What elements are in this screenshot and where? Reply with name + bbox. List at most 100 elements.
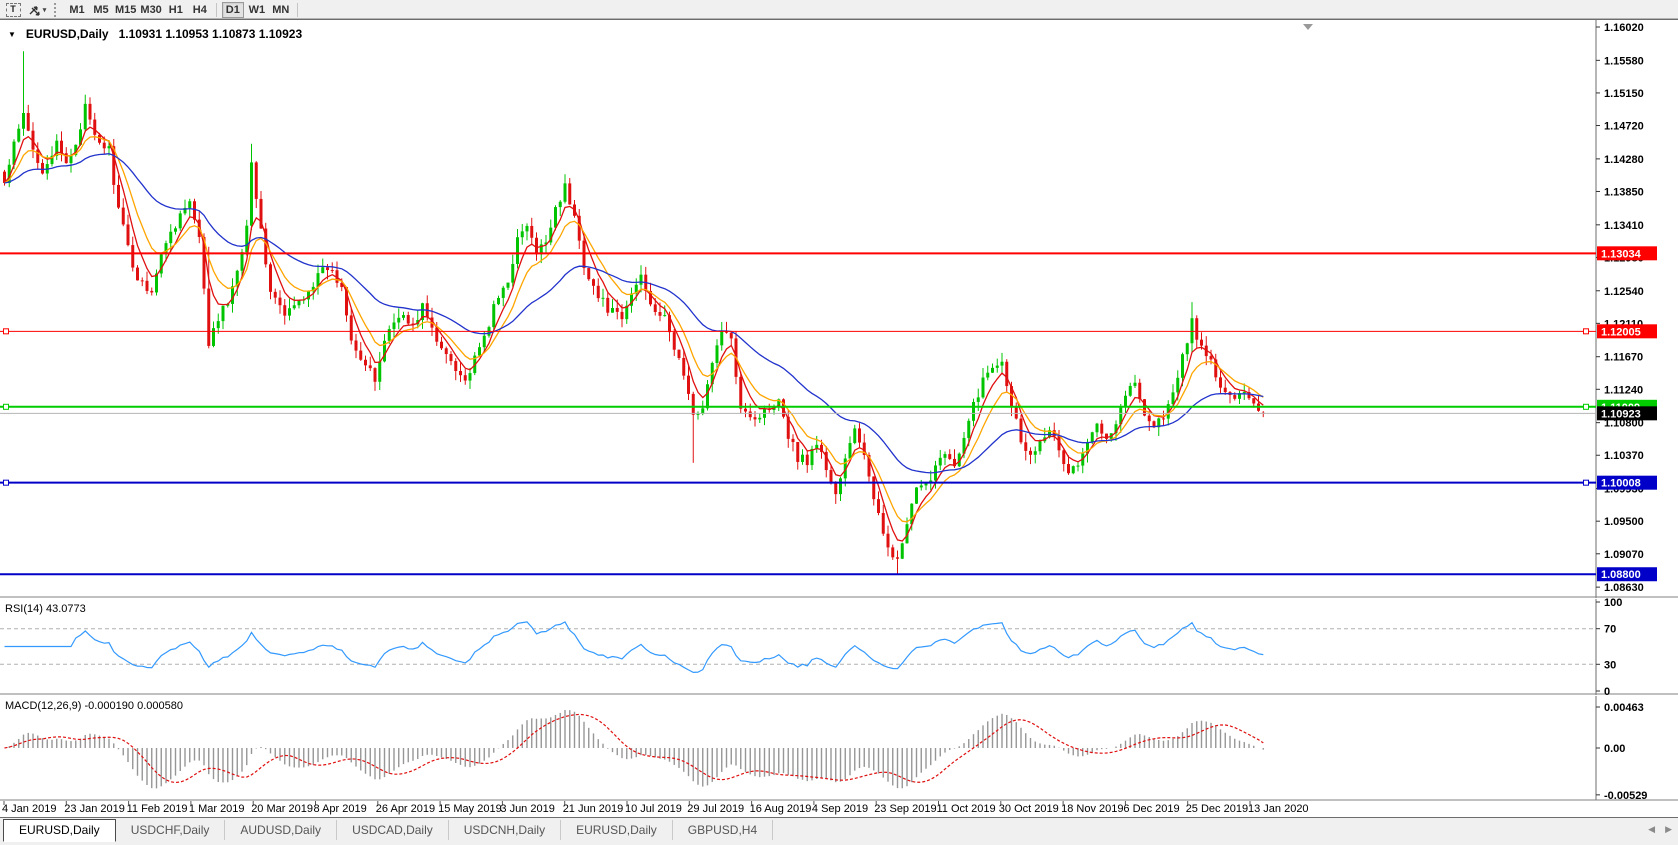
rsi-tick-label: 0 [1604, 686, 1610, 698]
tab-scroll-left-button[interactable]: ◀ [1648, 824, 1656, 834]
date-tick-label: 3 Jun 2019 [500, 803, 554, 815]
price-tick-label: 1.14280 [1604, 154, 1644, 166]
price-line-badge [1597, 246, 1657, 261]
arrows-icon [29, 5, 40, 16]
date-tick-label: 29 Jul 2019 [687, 803, 744, 815]
chart-shift-marker [1303, 24, 1313, 30]
macd-tick-label: -0.00529 [1604, 790, 1647, 802]
timeframe-m15-button[interactable]: M15 [115, 3, 137, 16]
hline-handle [3, 479, 9, 486]
date-tick-label: 4 Jan 2019 [2, 803, 56, 815]
ohlc-quotes: 1.10931 1.10953 1.10873 1.10923 [118, 27, 303, 41]
ma-line-10 [4, 136, 1264, 523]
date-tick-label: 23 Jan 2019 [64, 803, 125, 815]
svg-text:1.12005: 1.12005 [1601, 326, 1641, 338]
text-tool-button[interactable]: T [2, 2, 24, 18]
date-tick-label: 21 Jun 2019 [563, 803, 624, 815]
chevron-down-icon: ▾ [42, 6, 47, 14]
rsi-tick-label: 100 [1604, 597, 1622, 609]
date-tick-label: 6 Dec 2019 [1123, 803, 1179, 815]
tab-scroll-controls: ◀ ▶ [1648, 824, 1672, 835]
timeframe-d1-button[interactable]: D1 [221, 1, 244, 18]
date-tick-label: 13 Jan 2020 [1248, 803, 1309, 815]
price-tick-label: 1.15150 [1604, 88, 1644, 100]
date-tick-label: 15 May 2019 [438, 803, 502, 815]
price-tick-label: 1.14720 [1604, 121, 1644, 133]
price-tick-label: 1.12540 [1604, 286, 1644, 298]
date-tick-label: 26 Apr 2019 [376, 803, 435, 815]
tab-usdcad-daily[interactable]: USDCAD,Daily [337, 820, 449, 840]
svg-text:1.13034: 1.13034 [1601, 248, 1642, 260]
tab-eurusd-daily-2[interactable]: EURUSD,Daily [561, 820, 673, 840]
price-tick-label: 1.11240 [1604, 384, 1643, 396]
date-tick-label: 10 Jul 2019 [625, 803, 682, 815]
tab-gbpusd-h4[interactable]: GBPUSD,H4 [673, 820, 774, 840]
date-tick-label: 1 Mar 2019 [189, 803, 245, 815]
chart-canvas[interactable]: 1.16020 1.15580 1.15150 1.14720 1.14280 1.138… [0, 20, 1678, 818]
price-tick-label: 1.13850 [1604, 186, 1644, 198]
tab-eurusd-daily[interactable]: EURUSD,Daily [3, 819, 116, 842]
macd-signal-line [4, 713, 1264, 784]
hline-handle [1583, 328, 1589, 335]
date-tick-label: 20 Mar 2019 [251, 803, 313, 815]
price-tick-label: 1.10370 [1604, 450, 1644, 462]
tab-usdchf-daily[interactable]: USDCHF,Daily [116, 820, 226, 840]
arrows-tool-dropdown-button[interactable]: ▾ [26, 2, 48, 18]
rsi-tick-label: 30 [1604, 659, 1616, 671]
toolbar-grip[interactable] [54, 2, 60, 17]
toolbar: T ▾ M1 M5 M15 M30 H1 H4 D1 W1 MN [0, 0, 1678, 19]
tab-usdcnh-daily[interactable]: USDCNH,Daily [449, 820, 562, 840]
macd-label: MACD(12,26,9) -0.000190 0.000580 [5, 700, 183, 712]
price-tick-label: 1.09500 [1604, 516, 1644, 528]
timeframe-mn-button[interactable]: MN [272, 3, 290, 16]
date-tick-label: 25 Dec 2019 [1186, 803, 1248, 815]
chart-tab-bar: EURUSD,Daily USDCHF,Daily AUDUSD,Daily U… [0, 817, 1678, 845]
ma-line-34 [4, 153, 1264, 474]
chart-window[interactable]: 1.16020 1.15580 1.15150 1.14720 1.14280 1.138… [0, 19, 1678, 818]
hline-handle [1583, 479, 1589, 486]
price-tick-label: 1.16020 [1604, 22, 1644, 34]
rsi-label: RSI(14) 43.0773 [5, 603, 86, 615]
hline-handle [3, 328, 9, 335]
symbol-quote-header: ▼ EURUSD,Daily 1.10931 1.10953 1.10873 1… [8, 27, 302, 41]
date-tick-label: 18 Nov 2019 [1061, 803, 1123, 815]
price-tick-label: 1.11670 [1604, 352, 1643, 364]
date-tick-label: 11 Oct 2019 [937, 803, 996, 815]
date-tick-label: 11 Feb 2019 [127, 803, 188, 815]
svg-text:1.08800: 1.08800 [1601, 569, 1641, 581]
candles-layer [3, 51, 1265, 576]
toolbar-separator [215, 2, 217, 17]
tab-scroll-right-button[interactable]: ▶ [1665, 824, 1672, 834]
date-tick-label: 30 Oct 2019 [999, 803, 1059, 815]
tab-audusd-daily[interactable]: AUDUSD,Daily [225, 820, 338, 840]
timeframe-w1-button[interactable]: W1 [248, 3, 266, 16]
macd-tick-label: 0.00463 [1604, 702, 1644, 714]
price-tick-label: 1.09070 [1604, 549, 1644, 561]
timeframe-m5-button[interactable]: M5 [93, 3, 109, 16]
timeframe-m1-button[interactable]: M1 [69, 3, 85, 16]
text-tool-icon: T [5, 2, 21, 17]
price-line-badge [1597, 475, 1657, 490]
rsi-line [4, 621, 1264, 674]
timeframe-h4-button[interactable]: H4 [192, 3, 207, 16]
toolbar-separator [296, 2, 298, 17]
date-tick-label: 4 Sep 2019 [812, 803, 868, 815]
chevron-down-icon: ▼ [8, 29, 16, 39]
date-tick-label: 16 Aug 2019 [750, 803, 812, 815]
date-tick-label: 23 Sep 2019 [874, 803, 936, 815]
price-tick-label: 1.08630 [1604, 582, 1644, 594]
macd-tick-label: 0.00 [1604, 743, 1625, 755]
svg-text:1.10008: 1.10008 [1601, 478, 1641, 490]
price-tick-label: 1.10800 [1604, 418, 1644, 430]
price-line-badge [1597, 567, 1657, 582]
rsi-tick-label: 70 [1604, 624, 1616, 636]
price-line-badge [1597, 324, 1657, 339]
hline-handle [1583, 403, 1589, 410]
date-tick-label: 8 Apr 2019 [314, 803, 367, 815]
ma-line-5 [3, 126, 1264, 542]
price-tick-label: 1.13410 [1604, 220, 1644, 232]
timeframe-h1-button[interactable]: H1 [168, 3, 183, 16]
timeframe-m30-button[interactable]: M30 [140, 3, 162, 16]
svg-text:1.10923: 1.10923 [1601, 408, 1641, 420]
symbol-label: EURUSD,Daily [25, 27, 109, 41]
